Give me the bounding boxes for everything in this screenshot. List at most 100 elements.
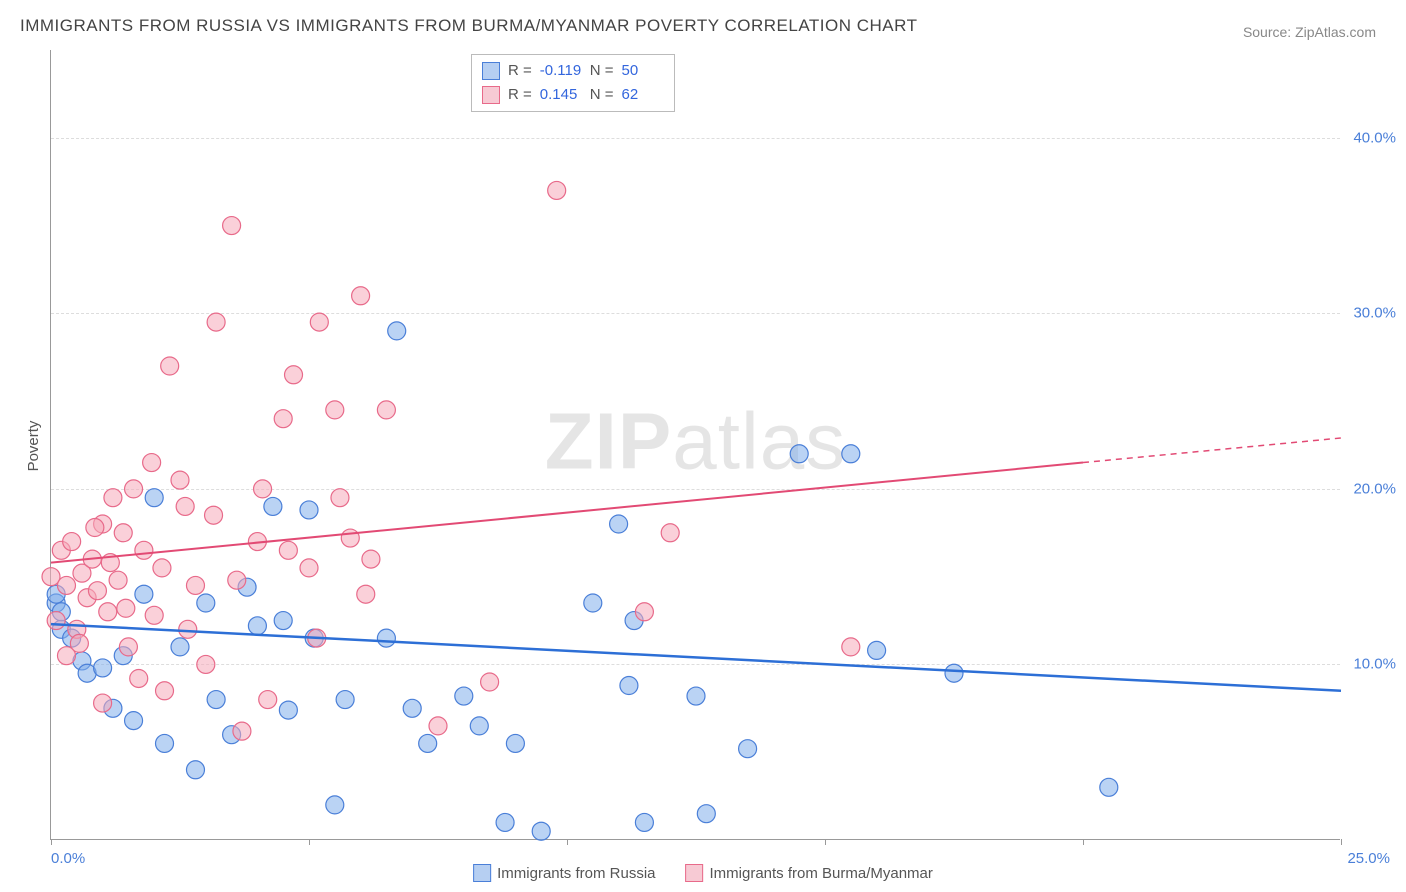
data-point-burma [94,694,112,712]
x-tick [567,839,568,845]
data-point-burma [99,603,117,621]
trendline-russia [51,624,1341,691]
data-point-russia [506,734,524,752]
correlation-stats-box: R = -0.119 N = 50 R = 0.145 N = 62 [471,54,675,112]
n-value-russia: 50 [622,59,664,83]
data-point-burma [57,576,75,594]
swatch-russia-icon [482,62,500,80]
swatch-russia-icon [473,864,491,882]
data-point-burma [70,634,88,652]
x-tick-label-min: 0.0% [51,850,85,867]
data-point-burma [377,401,395,419]
data-point-burma [145,606,163,624]
data-point-russia [171,638,189,656]
data-point-burma [357,585,375,603]
x-tick [309,839,310,845]
data-point-burma [47,612,65,630]
data-point-burma [143,454,161,472]
data-point-russia [496,813,514,831]
data-point-burma [171,471,189,489]
data-point-burma [86,519,104,537]
y-tick-label: 20.0% [1346,480,1396,497]
data-point-russia [403,699,421,717]
y-axis-label: Poverty [25,421,42,472]
r-value-burma: 0.145 [540,83,582,107]
data-point-russia [145,489,163,507]
data-point-burma [88,582,106,600]
data-point-burma [179,620,197,638]
trendline-burma-extrapolated [1083,438,1341,463]
data-point-russia [300,501,318,519]
data-point-burma [274,410,292,428]
data-point-burma [326,401,344,419]
data-point-burma [205,506,223,524]
data-point-russia [790,445,808,463]
data-point-russia [197,594,215,612]
data-point-burma [125,480,143,498]
n-label: N = [590,59,614,83]
data-point-burma [429,717,447,735]
data-point-russia [186,761,204,779]
r-value-russia: -0.119 [540,59,582,83]
data-point-burma [310,313,328,331]
x-tick [1341,839,1342,845]
data-point-burma [135,541,153,559]
data-point-burma [223,217,241,235]
legend-label-russia: Immigrants from Russia [497,865,655,882]
x-tick-label-max: 25.0% [1347,850,1390,867]
data-point-russia [207,691,225,709]
data-point-burma [119,638,137,656]
data-point-burma [635,603,653,621]
data-point-russia [620,677,638,695]
swatch-burma-icon [686,864,704,882]
data-point-burma [362,550,380,568]
data-point-russia [336,691,354,709]
data-point-burma [481,673,499,691]
data-point-burma [661,524,679,542]
data-point-burma [842,638,860,656]
data-point-burma [176,497,194,515]
data-point-russia [156,734,174,752]
r-label: R = [508,59,532,83]
data-point-russia [945,664,963,682]
x-tick [51,839,52,845]
data-point-russia [868,641,886,659]
data-point-burma [300,559,318,577]
data-point-burma [114,524,132,542]
data-point-burma [161,357,179,375]
n-value-burma: 62 [622,83,664,107]
data-point-russia [532,822,550,840]
data-point-russia [842,445,860,463]
data-point-burma [156,682,174,700]
data-point-russia [125,712,143,730]
data-point-burma [63,533,81,551]
n-label: N = [590,83,614,107]
data-point-russia [584,594,602,612]
data-point-russia [274,612,292,630]
stats-row-russia: R = -0.119 N = 50 [482,59,664,83]
data-point-russia [687,687,705,705]
data-point-burma [228,571,246,589]
data-point-russia [419,734,437,752]
stats-row-burma: R = 0.145 N = 62 [482,83,664,107]
scatter-svg [51,50,1340,839]
data-point-russia [455,687,473,705]
data-point-burma [109,571,127,589]
y-tick-label: 10.0% [1346,656,1396,673]
data-point-burma [233,722,251,740]
chart-plot-area: ZIPatlas R = -0.119 N = 50 R = 0.145 N =… [50,50,1340,840]
data-point-burma [197,655,215,673]
data-point-russia [1100,778,1118,796]
data-point-russia [377,629,395,647]
data-point-burma [117,599,135,617]
data-point-burma [254,480,272,498]
data-point-russia [279,701,297,719]
data-point-burma [153,559,171,577]
data-point-russia [94,659,112,677]
source-attribution: Source: ZipAtlas.com [1243,24,1376,40]
x-axis-legend: Immigrants from Russia Immigrants from B… [473,864,933,882]
data-point-russia [264,497,282,515]
chart-title: IMMIGRANTS FROM RUSSIA VS IMMIGRANTS FRO… [20,16,918,36]
x-tick [1083,839,1084,845]
source-name: ZipAtlas.com [1295,24,1376,40]
